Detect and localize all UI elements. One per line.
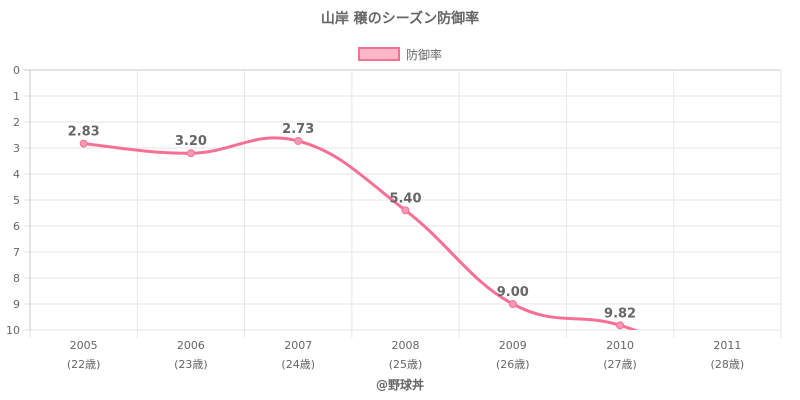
x-tick-label: 2010 [606,339,634,352]
x-tick-sublabel: (24歳) [281,358,315,371]
x-tick-label: 2007 [284,339,312,352]
y-tick-label: 9 [13,298,20,311]
y-tick-label: 10 [6,324,20,337]
data-label: 2.83 [68,125,100,140]
y-tick-label: 3 [13,142,20,155]
y-tick-label: 2 [13,116,20,129]
x-tick-label: 2011 [713,339,741,352]
y-tick-label: 6 [13,220,20,233]
data-point [79,139,88,148]
y-tick-label: 1 [13,90,20,103]
data-label: 5.40 [389,191,421,206]
data-label: 9.82 [604,306,636,321]
x-tick-sublabel: (27歳) [603,358,637,371]
x-tick-label: 2005 [70,339,98,352]
legend-label: 防御率 [405,47,442,62]
data-point [186,149,195,158]
data-point [616,321,625,330]
x-tick-sublabel: (25歳) [389,358,423,371]
data-point [508,300,517,308]
y-tick-label: 7 [13,246,20,259]
y-tick-label: 8 [13,272,20,285]
legend-swatch [357,47,400,61]
x-tick-label: 2009 [499,339,527,352]
x-tick-label: 2008 [392,339,420,352]
y-tick-label: 0 [13,64,20,77]
data-label: 2.73 [282,122,314,137]
data-label: 3.20 [175,134,207,149]
legend[interactable]: 防御率 [0,46,800,62]
source-credit: @野球丼 [375,378,424,392]
y-tick-label: 4 [13,168,20,181]
data-point [294,136,303,145]
x-tick-label: 2006 [177,339,205,352]
series-line [83,136,639,330]
data-label: 9.00 [497,285,529,300]
x-tick-sublabel: (26歳) [496,358,530,371]
x-tick-sublabel: (28歳) [711,358,745,371]
x-tick-sublabel: (23歳) [174,358,208,371]
data-point [401,206,410,215]
y-tick-label: 5 [13,194,20,207]
chart-title: 山岸 穣のシーズン防御率 [320,11,480,27]
x-tick-sublabel: (22歳) [67,358,101,371]
